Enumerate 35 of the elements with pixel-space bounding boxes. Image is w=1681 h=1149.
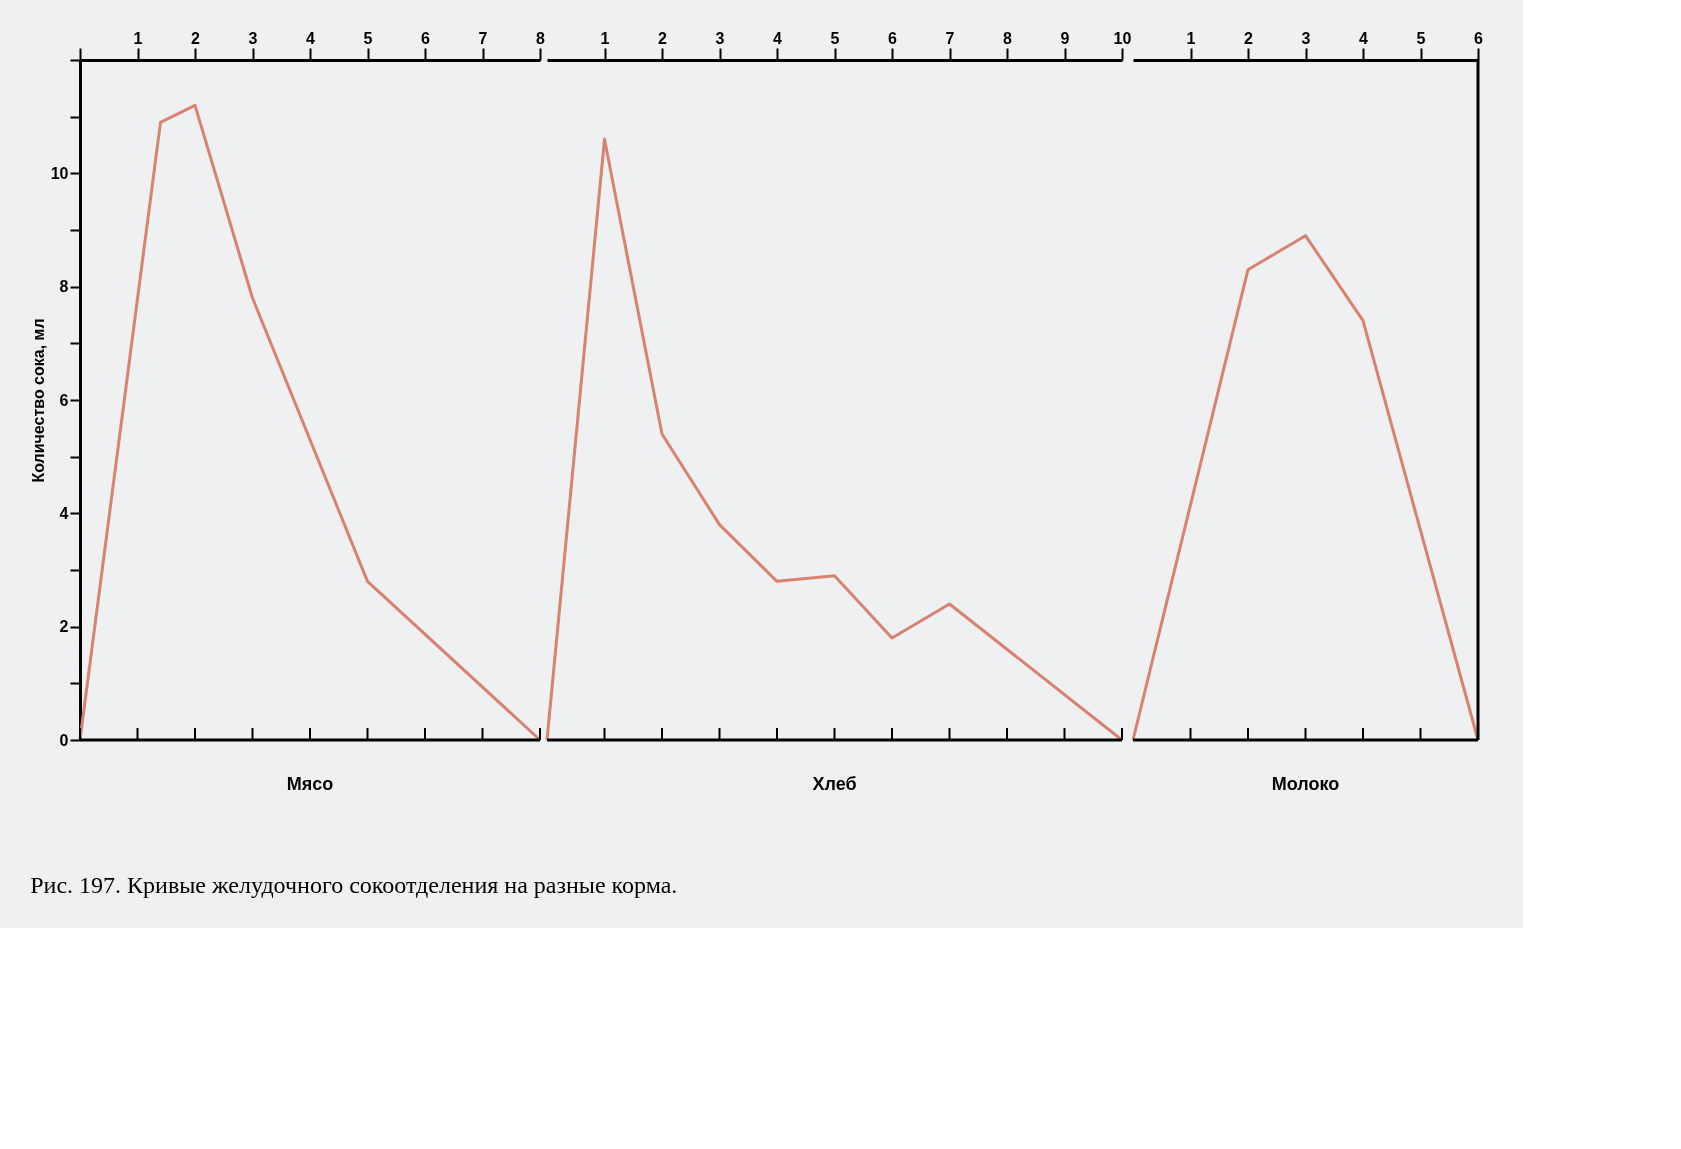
x-tick-label: 1 [1186, 29, 1196, 47]
x-tick-label: 3 [1301, 29, 1311, 47]
y-tick-label: 6 [59, 391, 69, 409]
x-tick-label: 1 [133, 29, 143, 47]
text: Рис. 197. Кривые желудочного сокоотделения на разные корма. [30, 872, 678, 898]
x-tick-label: 3 [715, 29, 725, 47]
x-tick-label: 6 [1474, 29, 1484, 47]
y-tick-label: 4 [59, 504, 69, 522]
y-tick-label: 10 [50, 164, 69, 182]
x-axis-title: Молоко [1271, 774, 1340, 794]
y-axis-title: Количество сока, мл [29, 318, 47, 483]
x-tick-label: 7 [945, 29, 955, 47]
x-tick-label: 5 [830, 29, 840, 47]
x-tick-label: 2 [1244, 29, 1254, 47]
y-tick-label: 2 [59, 618, 69, 636]
x-tick-label: 5 [1416, 29, 1426, 47]
x-tick-label: 1 [600, 29, 610, 47]
x-tick-label: 7 [478, 29, 488, 47]
x-tick-label: 8 [536, 29, 546, 47]
x-tick-label: 5 [363, 29, 373, 47]
x-tick-label: 4 [1359, 29, 1369, 47]
y-tick-label: 0 [59, 731, 69, 749]
x-tick-label: 3 [248, 29, 258, 47]
x-tick-label: 6 [421, 29, 431, 47]
x-tick-label: 2 [191, 29, 201, 47]
x-tick-label: 10 [1113, 29, 1132, 47]
x-tick-label: 4 [773, 29, 783, 47]
x-tick-label: 4 [306, 29, 316, 47]
y-tick-label: 8 [59, 278, 69, 296]
x-axis-title: Мясо [286, 774, 334, 794]
x-axis-title: Хлеб [812, 774, 857, 794]
x-tick-label: 2 [658, 29, 668, 47]
x-tick-label: 9 [1060, 29, 1070, 47]
x-tick-label: 8 [1003, 29, 1013, 47]
x-tick-label: 6 [888, 29, 898, 47]
